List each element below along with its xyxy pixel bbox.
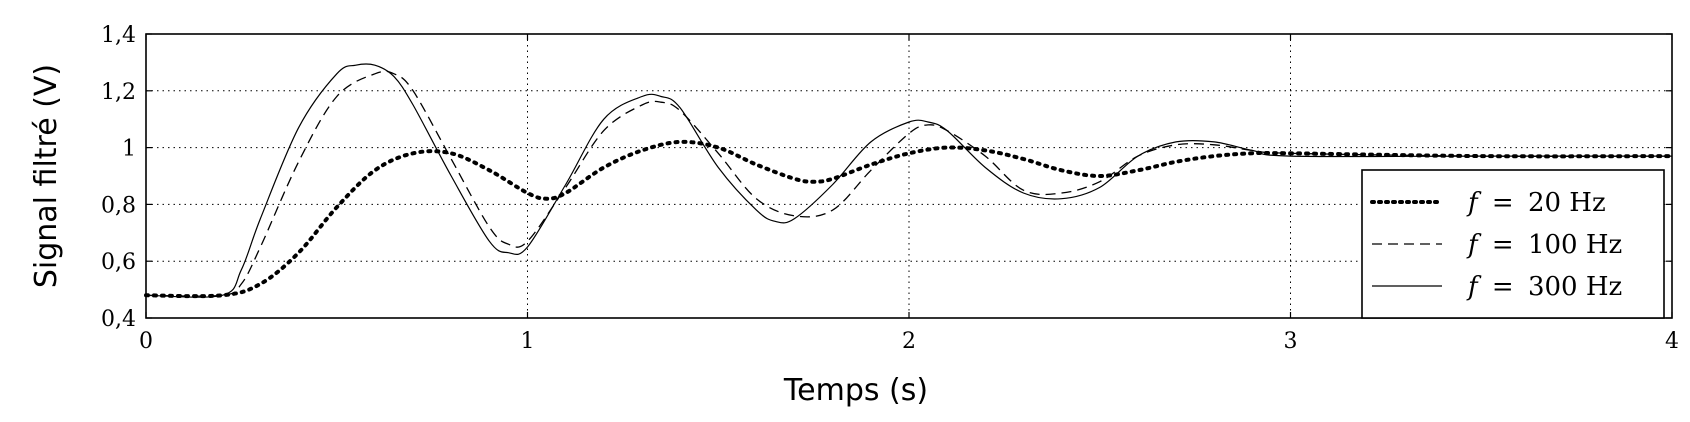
- x-tick-label: 4: [1665, 329, 1679, 354]
- x-tick-label: 2: [902, 329, 916, 354]
- x-axis-label: Temps (s): [783, 373, 928, 408]
- series-line-1: [145, 70, 1673, 297]
- legend: f = 20 Hz f = 100 Hz f = 300 Hz: [1361, 169, 1665, 319]
- legend-entry-300hz: f = 300 Hz: [1466, 272, 1622, 302]
- legend-entry-20hz: f = 20 Hz: [1466, 188, 1606, 218]
- x-tick-label: 0: [139, 329, 153, 354]
- x-tick-label: 1: [521, 329, 535, 354]
- legend-entry-100hz: f = 100 Hz: [1466, 230, 1622, 260]
- y-tick-label: 0,6: [101, 250, 136, 275]
- series-line-0: [144, 139, 1674, 299]
- y-tick-label: 1,2: [101, 80, 136, 105]
- y-axis-label: Signal filtré (V): [29, 64, 64, 288]
- tick-labels: 0 1 2 3 4 0,4 0,6 0,8 1 1,2 1,4: [101, 23, 1679, 354]
- x-tick-label: 3: [1284, 329, 1298, 354]
- y-tick-label: 1: [122, 137, 136, 162]
- axis-ticks: [145, 33, 1673, 319]
- y-tick-label: 0,8: [101, 193, 136, 218]
- plot-lines: [144, 63, 1674, 299]
- series-line-2: [145, 63, 1672, 298]
- y-tick-label: 0,4: [101, 307, 136, 332]
- y-tick-label: 1,4: [101, 23, 136, 48]
